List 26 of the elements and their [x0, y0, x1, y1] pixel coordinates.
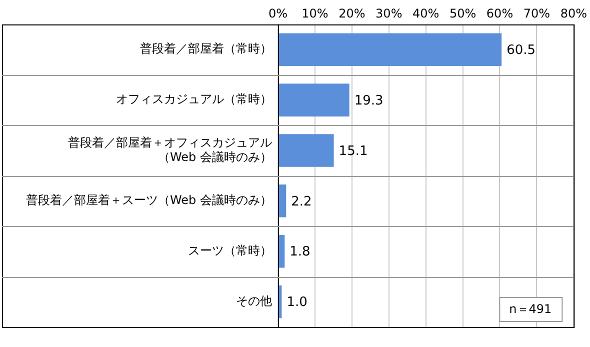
x-tick-label: 70%	[523, 6, 550, 20]
bar	[278, 134, 334, 167]
data-label: 60.5	[506, 42, 536, 58]
x-tick-label: 20%	[338, 6, 366, 20]
x-tick-label: 40%	[412, 6, 440, 20]
x-tick-label: 10%	[302, 6, 328, 20]
data-label: 2.2	[291, 194, 312, 210]
x-tick-label: 0%	[268, 6, 288, 20]
data-label: 1.0	[286, 295, 308, 310]
y-tick-label: 普段着／部屋着＋スーツ（Web 会議時のみ）	[26, 193, 272, 208]
bar	[278, 84, 350, 116]
bar	[278, 33, 502, 66]
y-tick-label: スーツ（常時）	[188, 243, 272, 258]
x-tick-label: 60%	[486, 6, 514, 20]
data-label: 15.1	[338, 144, 368, 159]
y-tick-label: その他	[236, 294, 272, 308]
x-tick-label: 50%	[449, 6, 476, 20]
y-tick-label: オフィスカジュアル（常時）	[116, 92, 272, 106]
data-label: 1.8	[290, 244, 310, 260]
data-label: 19.3	[354, 93, 384, 108]
y-tick-label: 普段着／部屋着（常時）	[140, 42, 272, 56]
y-tick-label: 普段着／部屋着＋オフィスカジュアル（Web 会議時のみ）	[68, 135, 272, 164]
x-tick-label: 80%	[560, 6, 587, 20]
annotation: n＝491	[509, 302, 552, 316]
bar	[278, 184, 286, 218]
x-tick-label: 30%	[376, 6, 402, 20]
